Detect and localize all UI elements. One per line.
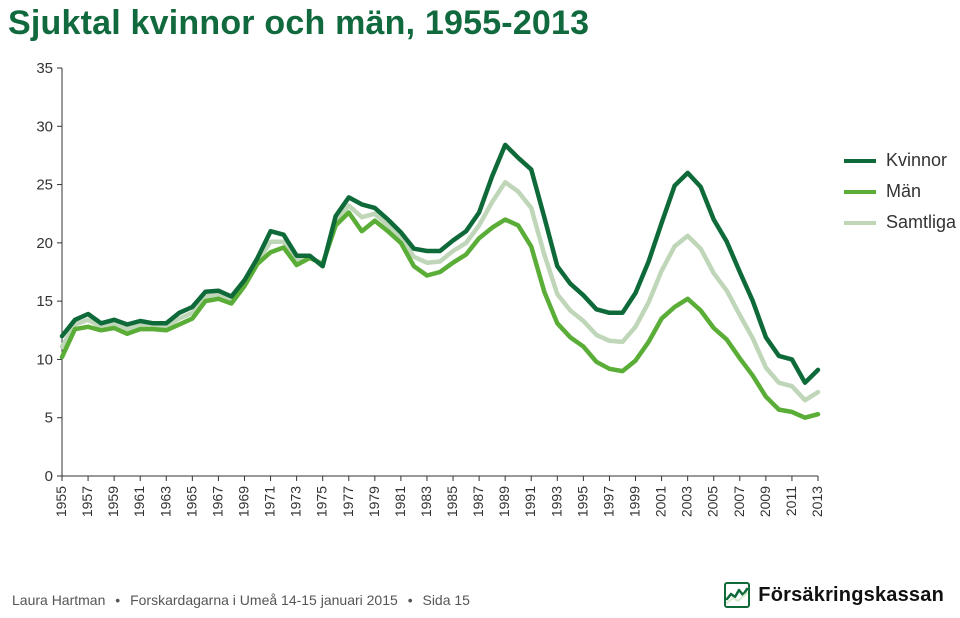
- svg-text:2009: 2009: [757, 486, 773, 517]
- svg-text:2003: 2003: [679, 486, 695, 517]
- svg-text:1963: 1963: [157, 486, 173, 517]
- legend-item-kvinnor: Kvinnor: [844, 150, 956, 171]
- svg-text:1955: 1955: [53, 486, 69, 517]
- svg-text:35: 35: [36, 62, 53, 77]
- legend-item-män: Män: [844, 181, 956, 202]
- svg-text:1959: 1959: [105, 486, 121, 517]
- svg-text:1985: 1985: [444, 486, 460, 517]
- svg-text:2005: 2005: [705, 486, 721, 517]
- footer-event: Forskardagarna i Umeå 14-15 januari 2015: [130, 592, 398, 608]
- slide-root: Sjuktal kvinnor och män, 1955-2013 0 5 10 1…: [0, 0, 960, 618]
- svg-text:1979: 1979: [366, 486, 382, 517]
- legend-label: Samtliga: [886, 212, 956, 233]
- svg-text:5: 5: [45, 410, 53, 427]
- svg-text:1977: 1977: [340, 486, 356, 517]
- legend-swatch: [844, 190, 876, 194]
- svg-text:30: 30: [36, 118, 53, 135]
- line-chart: 0 5 10 15 20 25 30 35 1955 1957 1959 1961 1963 1965 19…: [18, 62, 938, 552]
- svg-text:15: 15: [36, 293, 53, 310]
- svg-text:0: 0: [45, 468, 53, 485]
- svg-text:2001: 2001: [653, 486, 669, 517]
- svg-text:1965: 1965: [183, 486, 199, 517]
- footer-page: Sida 15: [422, 592, 469, 608]
- footer-author: Laura Hartman: [12, 592, 105, 608]
- legend: Kvinnor Män Samtliga: [844, 150, 956, 243]
- legend-label: Kvinnor: [886, 150, 947, 171]
- svg-text:1983: 1983: [418, 486, 434, 517]
- svg-text:1999: 1999: [627, 486, 643, 517]
- svg-text:1989: 1989: [496, 486, 512, 517]
- svg-text:10: 10: [36, 351, 53, 368]
- svg-text:1971: 1971: [262, 486, 278, 517]
- svg-text:1975: 1975: [314, 486, 330, 517]
- footer-sep-2: •: [408, 592, 413, 608]
- svg-text:1995: 1995: [574, 486, 590, 517]
- svg-text:2011: 2011: [783, 486, 799, 516]
- brand-logo-icon: [724, 582, 750, 608]
- legend-item-samtliga: Samtliga: [844, 212, 956, 233]
- svg-text:1993: 1993: [548, 486, 564, 517]
- footer-text: Laura Hartman • Forskardagarna i Umeå 14…: [12, 592, 470, 608]
- svg-text:1981: 1981: [392, 486, 408, 517]
- svg-text:1991: 1991: [522, 486, 538, 517]
- svg-text:1957: 1957: [79, 486, 95, 517]
- svg-text:2013: 2013: [809, 486, 825, 517]
- brand: Försäkringskassan: [724, 582, 944, 608]
- svg-text:20: 20: [36, 235, 53, 252]
- chart-svg: 0 5 10 15 20 25 30 35 1955 1957 1959 1961 1963 1965 19…: [18, 62, 938, 552]
- svg-text:1969: 1969: [235, 486, 251, 517]
- svg-text:1987: 1987: [470, 486, 486, 517]
- svg-text:1973: 1973: [288, 486, 304, 517]
- svg-text:25: 25: [36, 177, 53, 194]
- brand-name: Försäkringskassan: [758, 584, 944, 607]
- legend-swatch: [844, 159, 876, 163]
- svg-text:2007: 2007: [731, 486, 747, 517]
- svg-text:1967: 1967: [209, 486, 225, 517]
- chart-title: Sjuktal kvinnor och män, 1955-2013: [8, 4, 589, 43]
- svg-text:1961: 1961: [131, 486, 147, 517]
- footer-sep-1: •: [115, 592, 120, 608]
- legend-swatch: [844, 221, 876, 225]
- svg-text:1997: 1997: [600, 486, 616, 517]
- legend-label: Män: [886, 181, 921, 202]
